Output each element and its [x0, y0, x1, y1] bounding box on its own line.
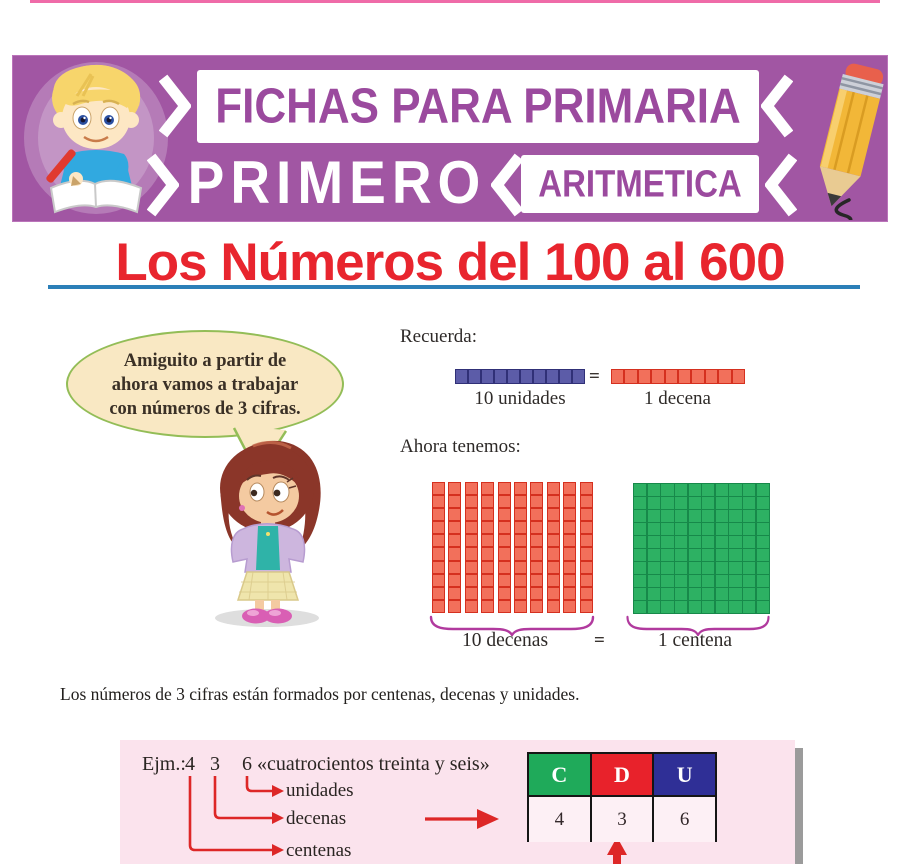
- place-value-table: C D U 4 3 6: [527, 752, 717, 842]
- example-digit: 6: [242, 753, 252, 775]
- digit-arrows: [188, 776, 627, 864]
- table-header-cell-c: C: [529, 754, 590, 795]
- table-pointer-up-arrow: [607, 837, 627, 855]
- table-value-cell: 4: [529, 797, 590, 842]
- ahora-heading: Ahora tenemos:: [400, 436, 521, 457]
- speech-bubble: Amiguito a partir de ahora vamos a traba…: [66, 330, 344, 438]
- example-pointer-arrowhead: [477, 809, 499, 829]
- girl-illustration: [215, 440, 321, 627]
- fichas-banner: FICHAS PARA PRIMARIA: [197, 70, 759, 143]
- header-banner: FICHAS PARA PRIMARIA PRIMERO ARITMETICA: [12, 55, 888, 222]
- banner-line1-text: FICHAS PARA PRIMARIA: [215, 78, 741, 134]
- label-centenas: centenas: [286, 840, 352, 861]
- unidades-strip: [455, 369, 585, 384]
- body-text: Los números de 3 cifras están formados p…: [60, 684, 580, 704]
- label-decenas: decenas: [286, 808, 347, 829]
- decena-strip: [611, 369, 745, 384]
- aritmetica-banner: ARITMETICA: [521, 155, 759, 213]
- speech-bubble-line: Amiguito a partir de: [123, 351, 287, 371]
- example-prefix: Ejm.:: [142, 753, 186, 775]
- centena-grid: [633, 483, 770, 614]
- speech-bubble-line: ahora vamos a trabajar: [111, 375, 299, 395]
- chevron-left-icon: [765, 153, 797, 217]
- example-digit: 4: [185, 753, 195, 775]
- table-header-cell-d: D: [591, 754, 653, 795]
- pencil-icon: [819, 63, 884, 220]
- table-value-cell: 6: [654, 797, 715, 842]
- chevron-right-icon: [159, 74, 191, 138]
- unidades-label: 10 unidades: [474, 388, 566, 409]
- recuerda-heading: Recuerda:: [400, 326, 478, 347]
- chevron-left-icon: [491, 153, 523, 217]
- example-digit: 3: [210, 753, 220, 775]
- decenas-label: 10 decenas: [461, 630, 549, 651]
- equals-sign: =: [589, 366, 600, 387]
- banner-subject-text: ARITMETICA: [538, 162, 742, 205]
- banner-grade-text: PRIMERO: [187, 147, 487, 217]
- example-box-shadow: [795, 748, 803, 864]
- equals-sign: =: [594, 630, 605, 651]
- decenas-brace: [429, 615, 595, 636]
- table-value-cell: 3: [591, 797, 653, 842]
- centena-label: 1 centena: [657, 630, 733, 651]
- example-box: Ejm.: 4 3 6 «cuatrocientos treinta y sei…: [120, 740, 795, 864]
- table-header-cell-u: U: [654, 754, 715, 795]
- page-title: Los Números del 100 al 600: [115, 233, 785, 292]
- centena-brace: [626, 615, 770, 636]
- title-underline: [48, 285, 860, 289]
- boy-writing-icon: [24, 62, 168, 214]
- label-unidades: unidades: [286, 780, 354, 801]
- speech-bubble-line: con números de 3 cifras.: [109, 399, 301, 419]
- chevron-right-icon: [147, 153, 179, 217]
- example-quote: «cuatrocientos treinta y seis»: [257, 753, 490, 775]
- decena-label: 1 decena: [644, 388, 711, 409]
- decenas-block: [432, 482, 593, 613]
- chevron-left-icon: [761, 74, 793, 138]
- top-accent-line: [30, 0, 880, 3]
